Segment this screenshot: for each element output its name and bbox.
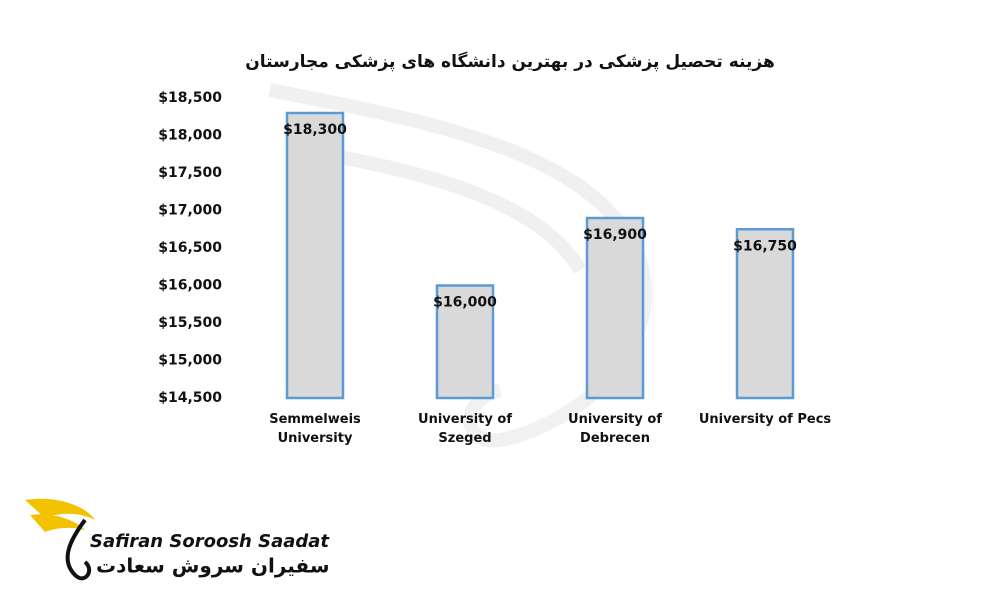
y-tick-label: $16,500	[158, 240, 222, 256]
y-tick-label: $15,000	[158, 353, 222, 369]
bar	[435, 284, 495, 400]
value-label: $16,000	[433, 295, 497, 311]
chart-title: هزینه تحصیل پزشکی در بهترین دانشگاه های …	[245, 51, 774, 72]
logo-mark	[25, 498, 95, 581]
bar	[585, 216, 645, 400]
bar	[285, 111, 345, 400]
y-tick-label: $17,500	[158, 165, 222, 181]
x-tick-label: University of Debrecen	[568, 412, 662, 446]
value-label: $16,750	[733, 238, 797, 254]
x-tick-label: Semmelweis University	[269, 412, 361, 446]
y-tick-label: $18,000	[158, 128, 222, 144]
bar	[735, 228, 795, 400]
y-tick-label: $18,500	[158, 90, 222, 106]
value-label: $16,900	[583, 227, 647, 243]
x-tick-label: University of Pecs	[698, 412, 832, 427]
y-tick-label: $14,500	[158, 390, 222, 406]
value-label: $18,300	[283, 122, 347, 138]
logo-name-fa: سفیران سروش سعادت	[96, 554, 330, 578]
y-tick-label: $15,500	[158, 315, 222, 331]
x-tick-label: University of Szeged	[418, 412, 512, 446]
logo-name: Safiran Soroosh Saadat	[90, 531, 330, 552]
y-tick-label: $17,000	[158, 203, 222, 219]
y-tick-label: $16,000	[158, 278, 222, 294]
